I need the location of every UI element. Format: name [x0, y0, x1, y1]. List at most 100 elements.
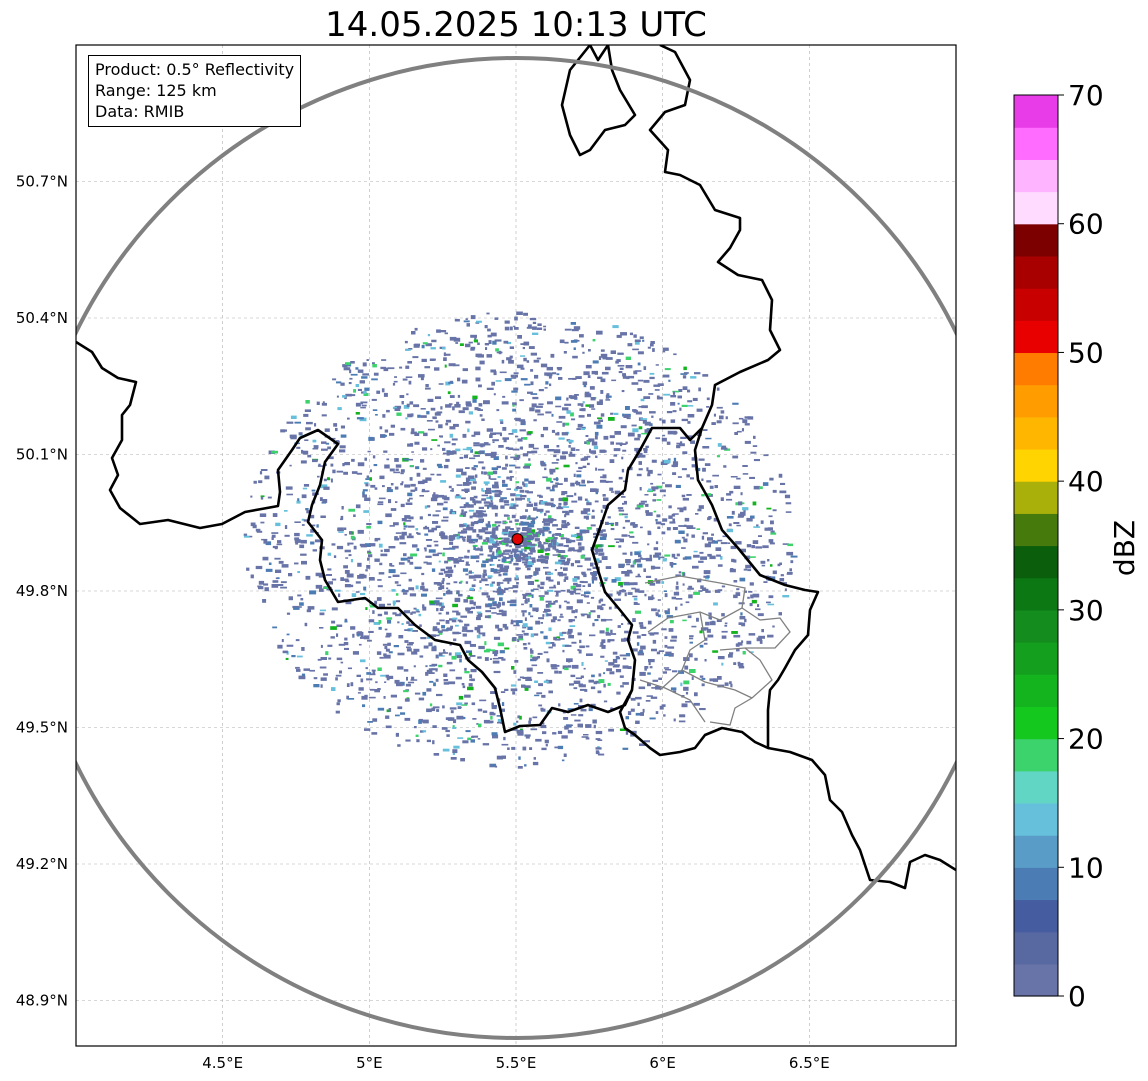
- echo-pixel: [383, 392, 388, 397]
- echo-pixel: [521, 521, 527, 526]
- echo-pixel: [470, 334, 477, 338]
- echo-pixel: [542, 614, 545, 617]
- echo-pixel: [506, 341, 512, 345]
- echo-pixel: [302, 487, 308, 490]
- echo-pixel: [443, 452, 449, 455]
- echo-pixel: [543, 680, 549, 683]
- echo-pixel: [339, 670, 342, 674]
- echo-pixel: [701, 587, 707, 591]
- echo-pixel: [616, 591, 622, 595]
- echo-pixel: [421, 572, 425, 576]
- echo-pixel: [699, 675, 704, 678]
- echo-pixel: [630, 564, 635, 568]
- echo-pixel: [271, 536, 274, 540]
- echo-pixel: [432, 514, 440, 517]
- echo-pixel: [452, 406, 455, 411]
- echo-pixel: [578, 649, 582, 654]
- echo-pixel: [406, 393, 409, 396]
- echo-pixel: [671, 596, 677, 600]
- echo-pixel: [416, 610, 420, 613]
- radar-site-marker[interactable]: [511, 533, 524, 546]
- echo-pixel: [553, 584, 556, 588]
- echo-pixel: [531, 529, 536, 533]
- echo-pixel: [431, 439, 438, 441]
- echo-pixel: [492, 660, 500, 664]
- echo-pixel: [452, 631, 460, 635]
- echo-pixel: [693, 591, 700, 595]
- echo-pixel: [443, 673, 448, 677]
- echo-pixel: [634, 610, 641, 614]
- echo-pixel: [611, 379, 617, 382]
- echo-pixel: [590, 397, 596, 401]
- echo-pixel: [650, 343, 654, 347]
- echo-pixel: [548, 375, 552, 379]
- echo-pixel: [591, 515, 595, 519]
- echo-pixel: [404, 698, 410, 702]
- echo-pixel: [520, 421, 525, 425]
- echo-pixel: [570, 412, 574, 417]
- echo-pixel: [470, 315, 476, 320]
- echo-pixel: [701, 494, 705, 497]
- echo-pixel: [473, 442, 480, 445]
- echo-pixel: [545, 743, 548, 747]
- echo-pixel: [607, 682, 611, 686]
- echo-pixel: [556, 591, 561, 593]
- echo-pixel: [574, 592, 581, 595]
- echo-pixel: [335, 674, 342, 677]
- echo-pixel: [367, 721, 373, 723]
- echo-pixel: [680, 603, 683, 606]
- echo-pixel: [643, 366, 647, 370]
- echo-pixel: [450, 625, 453, 629]
- echo-pixel: [486, 387, 494, 390]
- echo-pixel: [617, 365, 625, 367]
- echo-pixel: [490, 432, 496, 435]
- echo-pixel: [558, 604, 562, 609]
- colorbar-segment: [1014, 320, 1058, 354]
- echo-pixel: [447, 559, 451, 562]
- echo-pixel: [494, 339, 502, 342]
- echo-pixel: [587, 480, 590, 484]
- echo-pixel: [640, 418, 648, 420]
- echo-pixel: [340, 382, 345, 386]
- echo-pixel: [562, 510, 569, 514]
- echo-pixel: [365, 478, 372, 480]
- echo-pixel: [427, 513, 431, 517]
- echo-pixel: [296, 446, 301, 449]
- echo-pixel: [682, 497, 689, 501]
- echo-pixel: [522, 481, 525, 486]
- echo-pixel: [622, 657, 627, 660]
- echo-pixel: [484, 504, 491, 507]
- echo-pixel: [375, 537, 381, 541]
- echo-pixel: [686, 494, 692, 496]
- echo-pixel: [676, 553, 680, 557]
- echo-pixel: [622, 449, 627, 452]
- colorbar-segment: [1014, 255, 1058, 289]
- echo-pixel: [487, 334, 492, 338]
- echo-pixel: [558, 571, 563, 576]
- echo-pixel: [405, 376, 413, 378]
- echo-pixel: [487, 471, 494, 475]
- echo-pixel: [403, 690, 409, 693]
- echo-pixel: [564, 477, 568, 482]
- echo-pixel: [594, 619, 599, 622]
- echo-pixel: [572, 377, 577, 380]
- echo-pixel: [362, 362, 367, 367]
- echo-pixel: [306, 510, 311, 514]
- echo-pixel: [378, 603, 385, 608]
- echo-pixel: [570, 482, 575, 487]
- echo-pixel: [530, 352, 537, 356]
- echo-pixel: [545, 538, 551, 543]
- echo-pixel: [376, 390, 381, 394]
- echo-pixel: [586, 653, 593, 656]
- echo-pixel: [532, 447, 539, 450]
- echo-pixel: [484, 649, 490, 653]
- echo-pixel: [430, 347, 436, 350]
- echo-pixel: [732, 455, 739, 459]
- echo-pixel: [789, 568, 792, 572]
- echo-pixel: [522, 643, 527, 646]
- echo-pixel: [422, 604, 425, 609]
- echo-pixel: [301, 449, 304, 454]
- echo-pixel: [508, 554, 513, 559]
- echo-pixel: [296, 500, 301, 504]
- echo-pixel: [521, 532, 528, 535]
